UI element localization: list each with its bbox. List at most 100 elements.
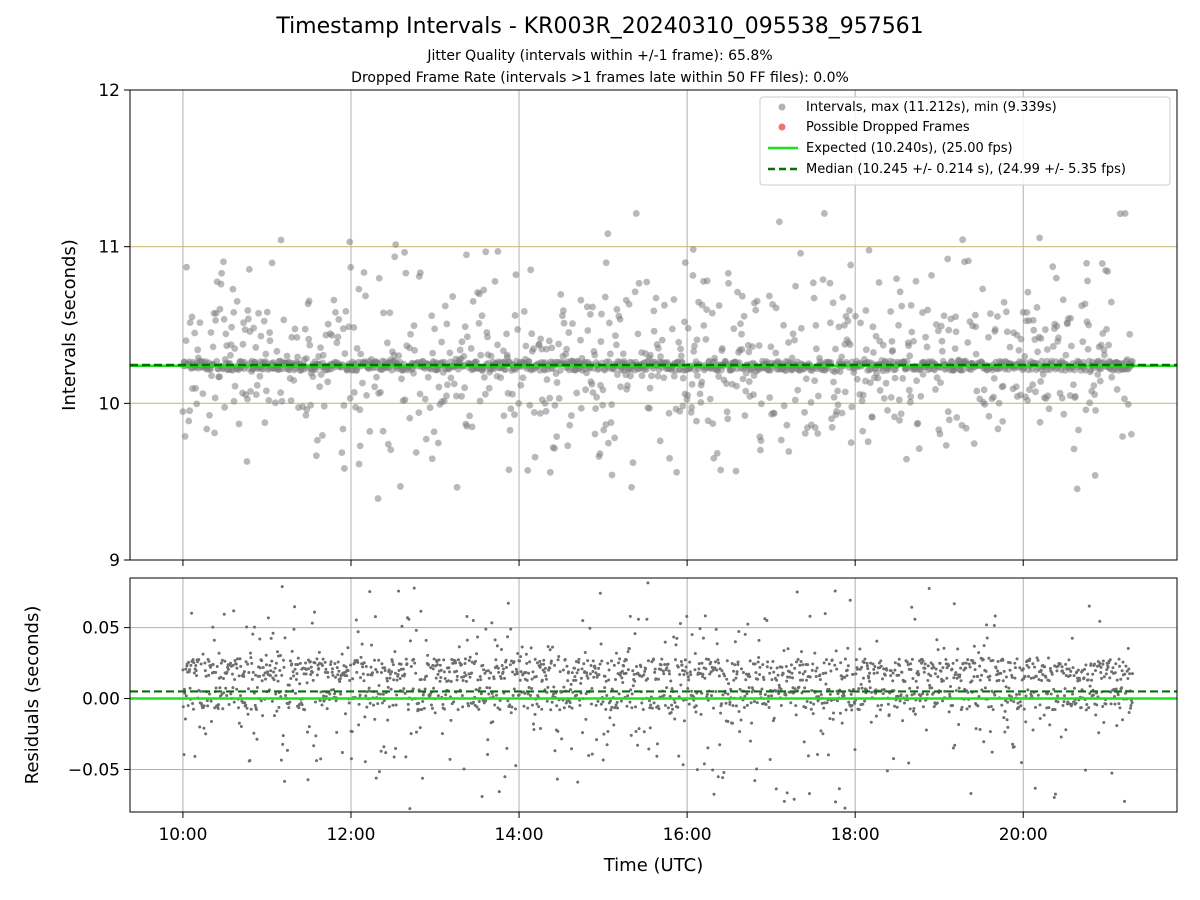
residual-point: [590, 702, 594, 706]
residual-point: [222, 612, 226, 616]
residual-point: [320, 703, 324, 707]
interval-point: [676, 407, 684, 415]
residual-point: [1115, 678, 1119, 682]
interval-point: [737, 320, 744, 328]
interval-point: [228, 323, 236, 331]
residual-point: [592, 675, 596, 679]
interval-point: [402, 269, 410, 277]
interval-point: [266, 337, 274, 345]
residual-point: [305, 681, 309, 685]
residual-point: [568, 701, 572, 705]
residual-point: [555, 704, 559, 708]
interval-point: [262, 350, 270, 358]
residual-point: [713, 660, 717, 664]
residual-point: [470, 671, 474, 675]
residual-point: [376, 692, 380, 696]
residual-point: [245, 625, 249, 629]
residual-point: [695, 768, 699, 772]
residual-point: [878, 708, 882, 712]
residual-point: [460, 694, 464, 698]
residual-point: [1029, 676, 1033, 680]
residual-point: [757, 655, 761, 659]
residual-point: [476, 635, 480, 639]
residual-point: [993, 614, 997, 618]
residual-point: [905, 660, 909, 664]
interval-point: [905, 342, 913, 350]
interval-point: [820, 210, 828, 217]
residual-point: [1036, 693, 1040, 697]
residual-point: [304, 661, 308, 665]
residual-point: [902, 701, 906, 705]
residual-point: [762, 678, 766, 682]
residual-point: [761, 663, 765, 667]
residual-point: [1049, 692, 1053, 696]
residual-point: [436, 694, 440, 698]
residual-point: [1050, 672, 1054, 676]
interval-point: [1064, 320, 1071, 328]
residual-point: [845, 668, 849, 672]
residual-point: [268, 674, 272, 678]
residual-point: [1047, 706, 1051, 710]
residual-point: [313, 661, 317, 665]
residual-point: [396, 672, 400, 676]
residual-point: [676, 665, 680, 669]
residual-point: [824, 671, 828, 675]
residual-point: [1113, 702, 1117, 706]
interval-point: [750, 391, 757, 399]
interval-point: [231, 345, 239, 352]
residual-point: [538, 665, 542, 669]
residual-point: [419, 678, 423, 682]
residual-point: [685, 614, 689, 618]
residual-point: [905, 694, 909, 698]
interval-point: [684, 324, 692, 332]
residual-point: [442, 658, 446, 662]
residual-point: [355, 670, 359, 674]
interval-point: [643, 278, 651, 286]
interval-point: [573, 389, 581, 397]
interval-point: [870, 349, 877, 356]
residual-point: [276, 679, 280, 683]
residual-point: [1067, 667, 1071, 671]
interval-point: [887, 393, 895, 401]
interval-point: [220, 315, 228, 323]
residual-point: [854, 658, 858, 662]
residual-point: [491, 720, 495, 724]
residual-point: [1002, 716, 1006, 720]
interval-point: [1067, 342, 1075, 350]
residual-point: [425, 674, 429, 678]
residual-point: [280, 585, 284, 589]
residual-point: [735, 670, 739, 674]
residual-point: [927, 672, 931, 676]
residual-point: [662, 672, 666, 676]
interval-point: [592, 405, 600, 412]
interval-point: [564, 442, 572, 450]
residual-point: [936, 648, 940, 652]
residual-point: [239, 664, 243, 668]
interval-point: [406, 414, 414, 422]
interval-point: [473, 358, 480, 366]
residual-point: [591, 669, 595, 673]
residual-point: [821, 672, 825, 675]
residual-point: [663, 640, 667, 644]
interval-point: [634, 330, 642, 338]
residual-point: [977, 651, 981, 655]
interval-point: [216, 305, 224, 313]
residual-point: [383, 666, 387, 670]
residual-point: [506, 699, 510, 703]
interval-point: [333, 339, 341, 347]
residual-point: [1037, 677, 1041, 681]
residual-point: [897, 673, 901, 677]
residual-point: [1094, 713, 1098, 717]
residual-point: [534, 675, 538, 679]
residual-point: [369, 643, 373, 647]
interval-point: [677, 345, 684, 353]
residual-point: [694, 704, 698, 708]
interval-point: [875, 279, 883, 286]
residual-point: [217, 651, 221, 655]
interval-point: [598, 310, 605, 318]
interval-point: [458, 338, 466, 346]
residual-point: [908, 707, 912, 711]
residual-point: [714, 627, 718, 631]
legend-dropped-label: Possible Dropped Frames: [806, 120, 970, 135]
residual-point: [391, 703, 395, 707]
